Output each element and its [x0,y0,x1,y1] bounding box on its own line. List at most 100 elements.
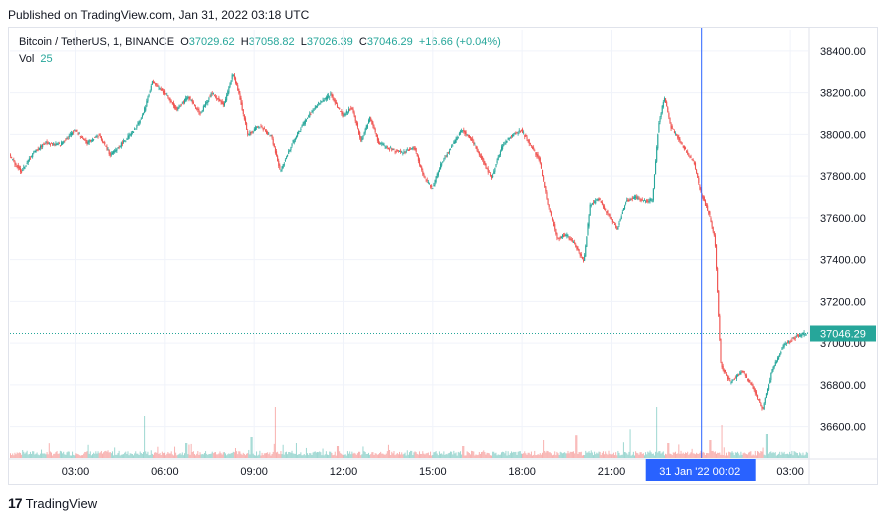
candle-body [743,371,745,373]
volume-bar [321,455,323,458]
candle-body [535,152,537,155]
volume-bar [417,454,419,458]
candle-body [564,234,566,236]
candle-body [232,75,234,77]
candle-body [784,343,786,345]
candle-body [15,163,17,165]
candle-body [290,147,292,151]
candle-body [435,176,437,182]
volume-bar [348,453,350,458]
candle-body [160,88,162,91]
candle-body [790,341,792,342]
volume-bar [129,453,131,458]
candle-body [804,334,806,336]
candle-body [343,114,345,116]
volume-value: 25 [40,53,53,65]
volume-bar [100,450,102,458]
candle-body [101,140,104,142]
volume-bar [123,454,125,458]
candle-body [267,132,269,135]
volume-bar [80,455,82,458]
candle-body [55,143,57,146]
candle-body [259,127,261,129]
chart-frame[interactable] [8,27,878,485]
candle-body [86,142,88,144]
candle-body [554,224,556,230]
volume-bar [226,455,228,458]
volume-bar [105,450,107,458]
volume-bar [709,440,711,458]
candle-body [625,202,627,204]
candle-body [88,139,90,143]
volume-bar [65,454,67,458]
candle-body [365,125,367,130]
volume-bar [725,452,727,458]
volume-bar [783,451,785,458]
candle-body [574,242,576,244]
volume-bar [465,455,467,458]
volume-bar [203,453,205,458]
candle-body [662,101,664,108]
volume-bar [387,444,389,458]
volume-bar [658,451,660,458]
candle-body [478,151,480,156]
volume-bar [600,454,602,458]
volume-bar [332,455,334,458]
candle-body [776,357,779,361]
volume-bar [443,451,445,458]
volume-bar [353,452,355,458]
volume-bar [718,452,720,458]
x-tick-label: 12:00 [330,466,358,478]
candle-body [561,234,564,237]
volume-bar [149,454,151,458]
candle-body [333,98,335,102]
candle-body [108,149,110,154]
candle-body [118,147,120,149]
volume-bar [522,453,524,458]
volume-bar [782,453,784,458]
volume-bar [34,454,36,458]
volume-bar [403,453,405,458]
candle-body [331,93,333,97]
candle-body [805,334,807,336]
candle-body [336,104,339,108]
volume-bar [295,443,297,458]
volume-bar [487,452,489,458]
volume-bar [268,454,270,458]
volume-bar [539,453,541,458]
volume-bar [51,452,53,458]
candle-body [704,200,707,206]
candle-body [370,117,372,122]
volume-bar [558,454,560,458]
volume-bar [656,407,658,458]
volume-bar [303,454,305,458]
volume-bar [319,451,321,458]
volume-bar [363,451,365,458]
candle-body [550,212,552,216]
x-tick-label: 18:00 [508,466,536,478]
volume-bar [568,453,570,458]
volume-bar [402,454,404,458]
symbol-legend: Bitcoin / TetherUS, 1, BINANCE O37029.62… [19,36,501,48]
candle-body [315,105,317,108]
candle-body [437,172,439,176]
candle-body [684,147,687,149]
volume-bar [404,452,406,458]
volume-bar [283,454,285,458]
candle-body [676,133,678,135]
volume-bar [342,455,344,458]
volume-bar [82,455,84,458]
volume-bar [157,446,159,458]
volume-bar [759,453,761,458]
candle-body [326,96,329,100]
volume-bar [323,455,325,458]
volume-bar [769,452,771,458]
candle-body [637,197,639,199]
volume-bar [282,444,284,458]
volume-bar [234,448,236,458]
candle-body [300,128,302,130]
candle-body [157,85,159,87]
volume-bar [411,450,413,458]
candle-body [182,101,184,103]
